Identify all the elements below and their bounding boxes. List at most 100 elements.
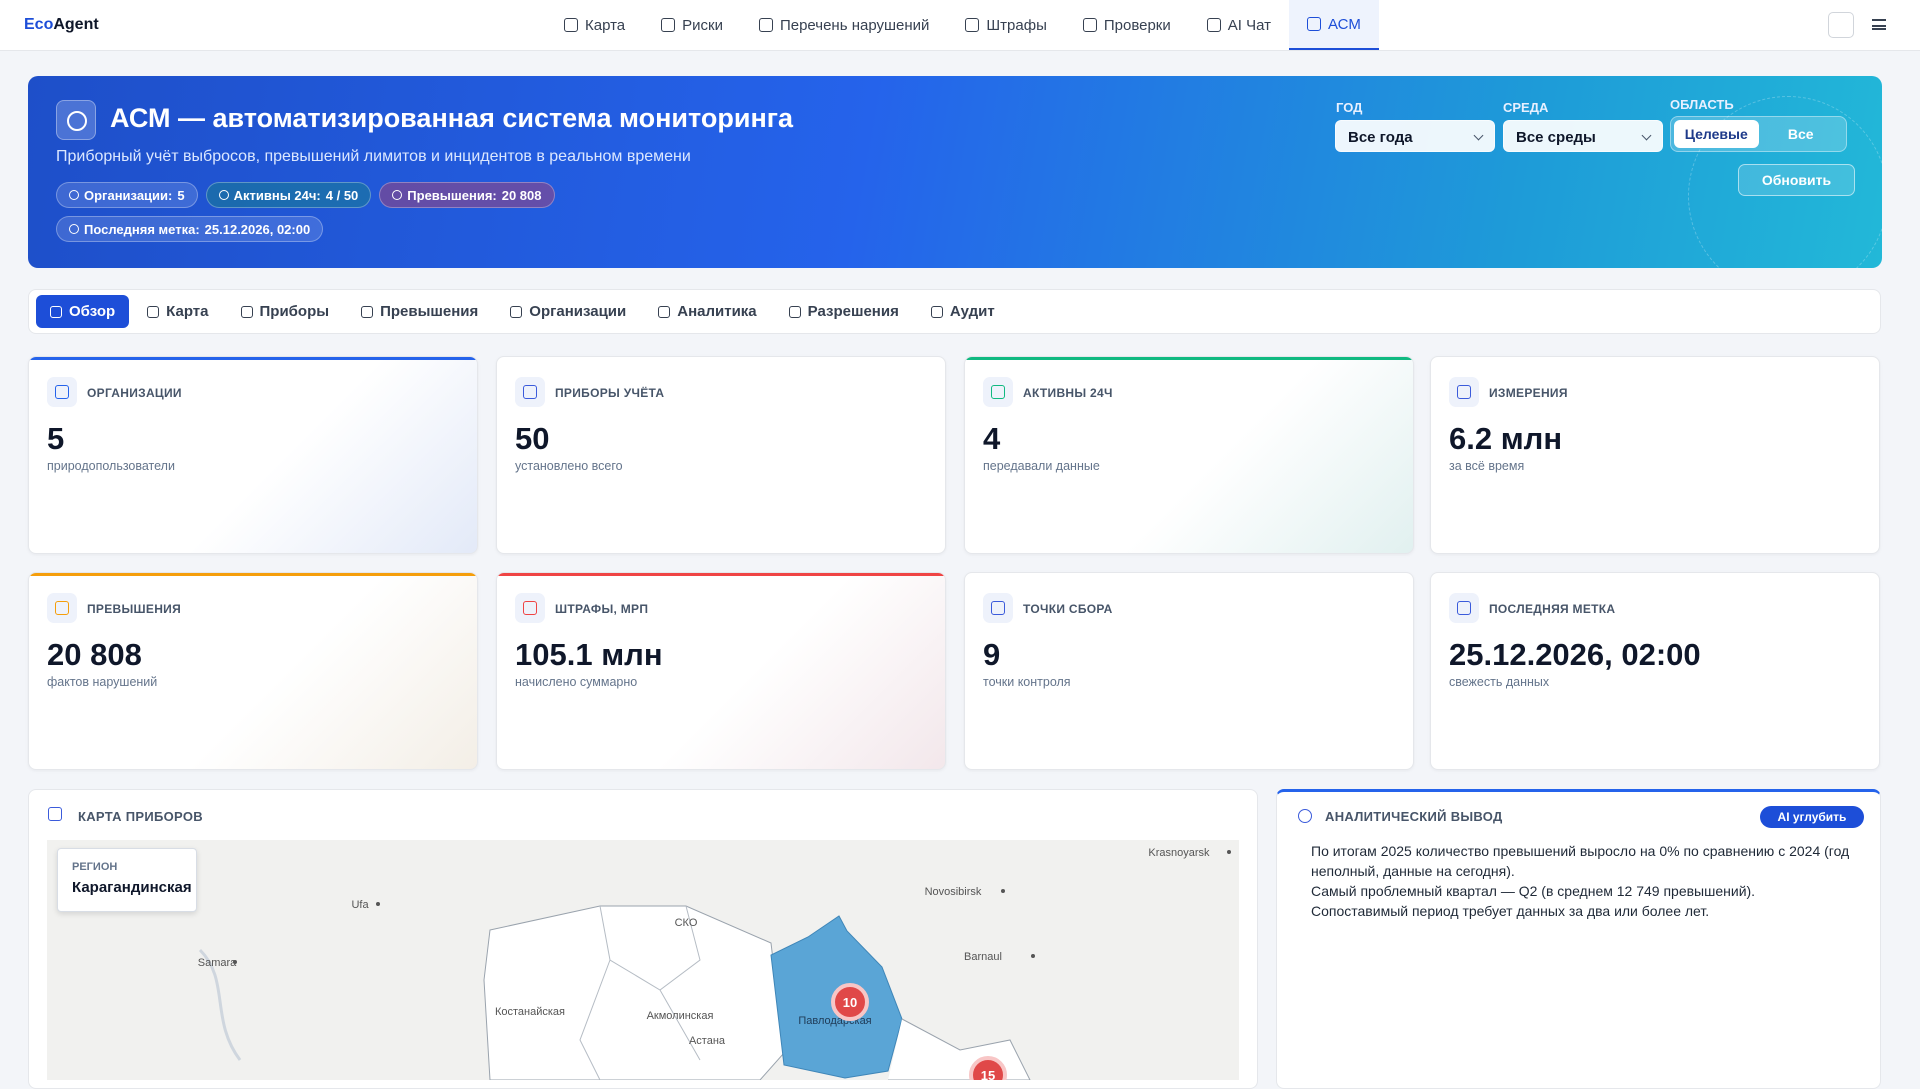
card-label: ОРГАНИЗАЦИИ [87,386,182,400]
tab[interactable]: Аналитика [644,295,770,328]
card-icon-glyph [523,601,537,615]
nav-item[interactable]: АСМ [1289,0,1379,50]
nav-label: Штрафы [986,16,1047,34]
chip-value: 5 [177,187,185,203]
city-dot [1227,850,1231,854]
tab-label: Карта [166,303,209,320]
nav-icon [661,18,676,32]
card-value: 5 [47,421,65,456]
region-value: Карагандинская [72,879,192,896]
cluster[interactable] [969,1056,1007,1080]
year-select[interactable]: Все года [1335,120,1495,152]
card-sub: свежесть данных [1449,675,1550,689]
hero-subtitle: Приборный учёт выбросов, превышений лими… [56,148,691,165]
analytics-line: Сопоставимый период требует данных за дв… [1311,903,1710,919]
scope-toggle: Целевые Все [1670,116,1847,152]
region-box: РЕГИОН Карагандинская [57,848,197,912]
nav-icon [1307,17,1321,31]
card-label: ИЗМЕРЕНИЯ [1489,386,1568,400]
tab-label: Разрешения [807,303,899,320]
tab-icon [147,305,160,318]
card-accent [497,573,945,576]
map-label: Костанайская [495,1006,565,1018]
cluster[interactable] [831,983,869,1021]
map: Krasnoyarsk Novosibirsk Barnaul Ufa Samara СК… [47,840,1239,1080]
chip-label: Организации: [84,187,173,203]
tab-icon [658,305,671,318]
card-value: 4 [983,421,1001,456]
card-icon [47,377,77,407]
tab-icon [930,305,943,318]
tab[interactable]: Карта [133,295,222,328]
brand[interactable]: EcoAgent [24,16,99,34]
card-label: АКТИВНЫ 24Ч [1023,386,1113,400]
chip-icon [218,190,229,200]
tab[interactable]: Обзор [36,295,130,328]
chip-label: Последняя метка: [84,221,200,237]
stat-card: ПРЕВЫШЕНИЯ 20 808 фактов нарушений [28,572,478,770]
scope-option[interactable]: Все [1787,126,1814,142]
nav-icon [1206,18,1221,32]
menu-button[interactable] [1872,19,1886,30]
tab[interactable]: Аудит [917,295,1009,328]
nav-label: Карта [585,16,626,34]
tab-label: Аналитика [677,303,757,320]
card-value: 6.2 млн [1449,421,1563,456]
card-icon-glyph [991,601,1005,615]
brand-prefix: Eco [24,16,54,33]
env-select[interactable]: Все среды [1503,120,1663,152]
card-icon-glyph [1457,601,1471,615]
tab[interactable]: Разрешения [775,295,913,328]
chip-value: 20 808 [501,187,542,203]
nav-icon [965,18,980,32]
filter-label: СРЕДА [1503,100,1549,115]
chip: Превышения: 20 808 [379,182,555,208]
city-dot [1031,954,1035,958]
nav-item[interactable]: Карта [546,0,643,50]
card-accent [29,357,477,360]
ai-button[interactable]: AI углубить [1760,806,1864,828]
scope-option[interactable]: Целевые [1674,120,1759,148]
tab[interactable]: Приборы [227,295,344,328]
city-dot [1001,889,1005,893]
nav-item[interactable]: Штрафы [947,0,1064,50]
nav: Карта Риски Перечень нарушений Штрафы Провер… [546,0,1379,51]
nav-item[interactable]: Проверки [1065,0,1189,50]
card-value: 20 808 [47,637,142,672]
refresh-button[interactable]: Обновить [1738,164,1855,196]
map-icon [48,807,62,821]
card-label: ШТРАФЫ, МРП [555,602,649,616]
card-icon [983,593,1013,623]
nav-label: Проверки [1103,16,1171,34]
nav-item[interactable]: AI Чат [1189,0,1289,50]
stat-card: ПРИБОРЫ УЧЁТА 50 установлено всего [496,356,946,554]
stat-card: ИЗМЕРЕНИЯ 6.2 млн за всё время [1430,356,1880,554]
stat-card: ТОЧКИ СБОРА 9 точки контроля [964,572,1414,770]
card-icon-glyph [523,385,537,399]
analytics-panel [1276,789,1881,1089]
card-sub: передавали данные [983,459,1100,473]
chip: Организации: 5 [56,182,198,208]
tabs: Обзор Карта Приборы Превышения Организации Ан… [28,289,1881,334]
filter-label: ОБЛАСТЬ [1670,97,1734,112]
top-bar: EcoAgent Карта Риски Перечень нарушений Штр… [0,0,1920,51]
card-sub: начислено суммарно [515,675,638,689]
nav-item[interactable]: Перечень нарушений [741,0,947,50]
card-icon [1449,377,1479,407]
tab[interactable]: Организации [496,295,640,328]
card-icon-glyph [55,601,69,615]
card-value: 50 [515,421,550,456]
card-sub: за всё время [1449,459,1525,473]
nav-item[interactable]: Риски [643,0,741,50]
chip-label: Превышения: [407,187,497,203]
card-label: ТОЧКИ СБОРА [1023,602,1113,616]
map-title: КАРТА ПРИБОРОВ [78,809,203,824]
map-label: Novosibirsk [925,886,982,898]
chat-button[interactable] [1828,12,1854,38]
chip-label: Активны 24ч: [233,187,321,203]
tab-icon [510,305,523,318]
map-label: Krasnoyarsk [1148,847,1210,859]
nav-label: Риски [682,16,723,34]
tab[interactable]: Превышения [347,295,492,328]
